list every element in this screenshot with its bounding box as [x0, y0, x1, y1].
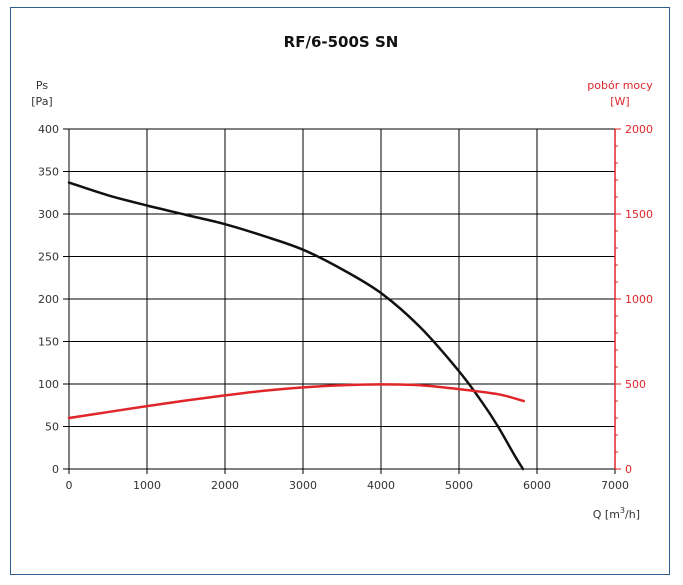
pressure-curve: [67, 181, 525, 471]
y-tick-label: 50: [45, 421, 59, 434]
y-right-label-unit: [W]: [610, 95, 629, 108]
y-tick-label: 0: [52, 463, 59, 476]
x-tick-label: 7000: [601, 479, 629, 492]
y-tick-label: 300: [38, 208, 59, 221]
y2-tick-label: 1500: [625, 208, 653, 221]
y2-tick-label: 2000: [625, 123, 653, 136]
y2-tick-label: 1000: [625, 293, 653, 306]
y-left-label-name: Ps: [36, 79, 48, 92]
x-axis-label-sup: 3: [620, 506, 625, 515]
x-axis-label: Q [m3/h]: [593, 506, 640, 521]
y-tick-label: 100: [38, 378, 59, 391]
y2-tick-label: 500: [625, 378, 646, 391]
y2-tick-label: 0: [625, 463, 632, 476]
x-tick-label: 3000: [289, 479, 317, 492]
y-tick-label: 350: [38, 166, 59, 179]
y-tick-label: 250: [38, 251, 59, 264]
power-curve: [67, 383, 525, 420]
series: [67, 181, 525, 471]
grid: [69, 128, 616, 469]
y-tick-label: 150: [38, 336, 59, 349]
axes: [63, 128, 621, 474]
x-tick-label: 5000: [445, 479, 473, 492]
x-axis-label-tail: /h]: [625, 508, 640, 521]
y-tick-label: 200: [38, 293, 59, 306]
y-left-label-unit: [Pa]: [31, 95, 52, 108]
x-tick-label: 4000: [367, 479, 395, 492]
chart-title: RF/6-500S SN: [284, 33, 399, 51]
x-tick-label: 1000: [133, 479, 161, 492]
x-tick-label: 2000: [211, 479, 239, 492]
y-tick-label: 400: [38, 123, 59, 136]
y-right-label-name: pobór mocy: [587, 79, 653, 92]
tick-labels: 0 1000 2000 3000 4000 5000 6000 700005010015020…: [38, 123, 653, 492]
x-tick-label: 6000: [523, 479, 551, 492]
chart-frame: [10, 7, 670, 575]
x-axis-label-main: Q [m: [593, 508, 620, 521]
x-tick-label: 0: [66, 479, 73, 492]
